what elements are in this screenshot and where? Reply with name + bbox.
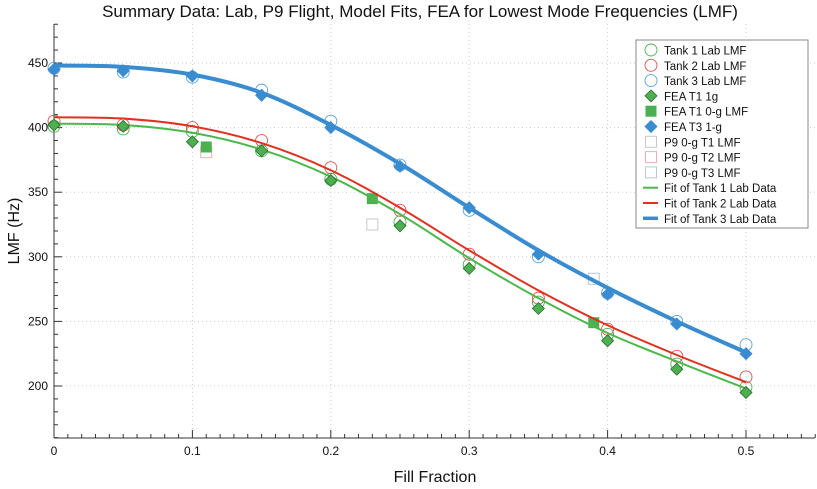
- legend-item: Tank 3 Lab LMF: [644, 74, 746, 88]
- legend-label: Fit of Tank 3 Lab Data: [664, 214, 777, 226]
- data-point: [185, 135, 199, 149]
- legend: Tank 1 Lab LMF Tank 2 Lab LMF Tank 3 Lab L…: [635, 39, 809, 229]
- data-point: [739, 347, 753, 361]
- legend-swatch: [645, 135, 657, 148]
- y-tick-label: 200: [28, 379, 48, 393]
- legend-item: Fit of Tank 3 Lab Data: [643, 214, 777, 226]
- data-point: [739, 385, 753, 400]
- data-point: [601, 334, 615, 348]
- data-point: [255, 144, 269, 158]
- legend-box: [635, 39, 809, 229]
- data-point: [739, 370, 753, 384]
- axes: 0 0.1 0.2 0.3 0.4 0.5 200 250 300 350 400 450: [28, 23, 816, 458]
- data-point: [393, 219, 407, 233]
- grid: [53, 24, 815, 438]
- data-point: [670, 362, 684, 376]
- legend-label: P9 0-g T3 LMF: [664, 168, 741, 180]
- legend-item: P9 0-g T2 LMF: [645, 151, 741, 165]
- legend-swatch: [644, 89, 658, 103]
- data-point: [393, 159, 407, 173]
- legend-item: P9 0-g T1 LMF: [645, 135, 741, 149]
- legend-item: FEA T1 1g: [644, 89, 718, 103]
- legend-label: Tank 3 Lab LMF: [664, 76, 746, 88]
- data-point: [531, 301, 545, 316]
- data-point: [462, 261, 476, 275]
- legend-label: FEA T1 0-g LMF: [664, 107, 748, 119]
- series-fea-t1-1g: [47, 118, 753, 400]
- fit-line: [53, 116, 747, 384]
- x-tick-label: 0.4: [599, 444, 616, 458]
- legend-swatch: [645, 151, 657, 164]
- legend-item: Tank 2 Lab LMF: [644, 58, 746, 73]
- y-tick-label: 300: [28, 250, 48, 264]
- data-point: [531, 247, 545, 261]
- series-fit-of-tank-1-lab-data: [53, 122, 747, 390]
- legend-label: FEA T1 1g: [664, 91, 718, 103]
- legend-swatch: [644, 43, 658, 57]
- legend-label: Fit of Tank 1 Lab Data: [664, 183, 777, 195]
- chart-title: Summary Data: Lab, P9 Flight, Model Fits…: [102, 2, 738, 21]
- legend-item: FEA T1 0-g LMF: [645, 105, 748, 119]
- data-point: [47, 118, 61, 132]
- data-point: [116, 64, 130, 78]
- legend-swatch: [645, 105, 657, 117]
- plot-area: [47, 61, 753, 400]
- legend-swatch: [644, 74, 658, 88]
- y-axis-label: LMF (Hz): [6, 198, 23, 265]
- x-tick-label: 0.3: [461, 444, 478, 458]
- legend-item: Fit of Tank 1 Lab Data: [643, 183, 777, 195]
- data-point: [588, 317, 600, 329]
- data-point: [200, 141, 212, 153]
- legend-item: FEA T3 1-g: [644, 119, 722, 134]
- legend-item: P9 0-g T3 LMF: [645, 166, 741, 180]
- data-point: [47, 62, 61, 77]
- legend-label: Tank 2 Lab LMF: [664, 61, 746, 73]
- data-point: [462, 201, 476, 215]
- y-tick-label: 350: [28, 185, 48, 199]
- series-fit-of-tank-2-lab-data: [53, 116, 747, 384]
- legend-swatch: [644, 119, 658, 134]
- legend-swatch: [644, 58, 658, 72]
- series-p9-0-g-t1-lmf: [366, 218, 379, 231]
- data-point: [185, 69, 199, 83]
- legend-label: P9 0-g T2 LMF: [664, 153, 741, 165]
- fit-line: [53, 122, 747, 390]
- data-point: [116, 119, 130, 133]
- data-point: [324, 174, 338, 188]
- data-point: [255, 88, 269, 102]
- legend-item: Fit of Tank 2 Lab Data: [643, 199, 777, 211]
- y-tick-label: 450: [28, 56, 48, 70]
- x-axis-label: Fill Fraction: [394, 469, 477, 484]
- legend-label: Tank 1 Lab LMF: [664, 46, 746, 58]
- x-tick-label: 0: [51, 444, 58, 458]
- data-point: [601, 287, 615, 301]
- data-point: [670, 317, 684, 331]
- legend-item: Tank 1 Lab LMF: [644, 43, 746, 58]
- series-fea-t3-1-g: [47, 62, 753, 361]
- legend-label: P9 0-g T1 LMF: [664, 137, 741, 149]
- x-tick-label: 0.1: [184, 444, 201, 458]
- data-point: [324, 121, 338, 135]
- legend-label: FEA T3 1-g: [664, 122, 722, 134]
- y-tick-label: 250: [28, 314, 48, 328]
- legend-label: Fit of Tank 2 Lab Data: [664, 199, 777, 211]
- y-tick-label: 400: [28, 121, 48, 135]
- x-tick-label: 0.5: [738, 444, 755, 458]
- x-tick-label: 0.2: [322, 444, 339, 458]
- legend-swatch: [645, 166, 657, 179]
- data-point: [366, 218, 379, 231]
